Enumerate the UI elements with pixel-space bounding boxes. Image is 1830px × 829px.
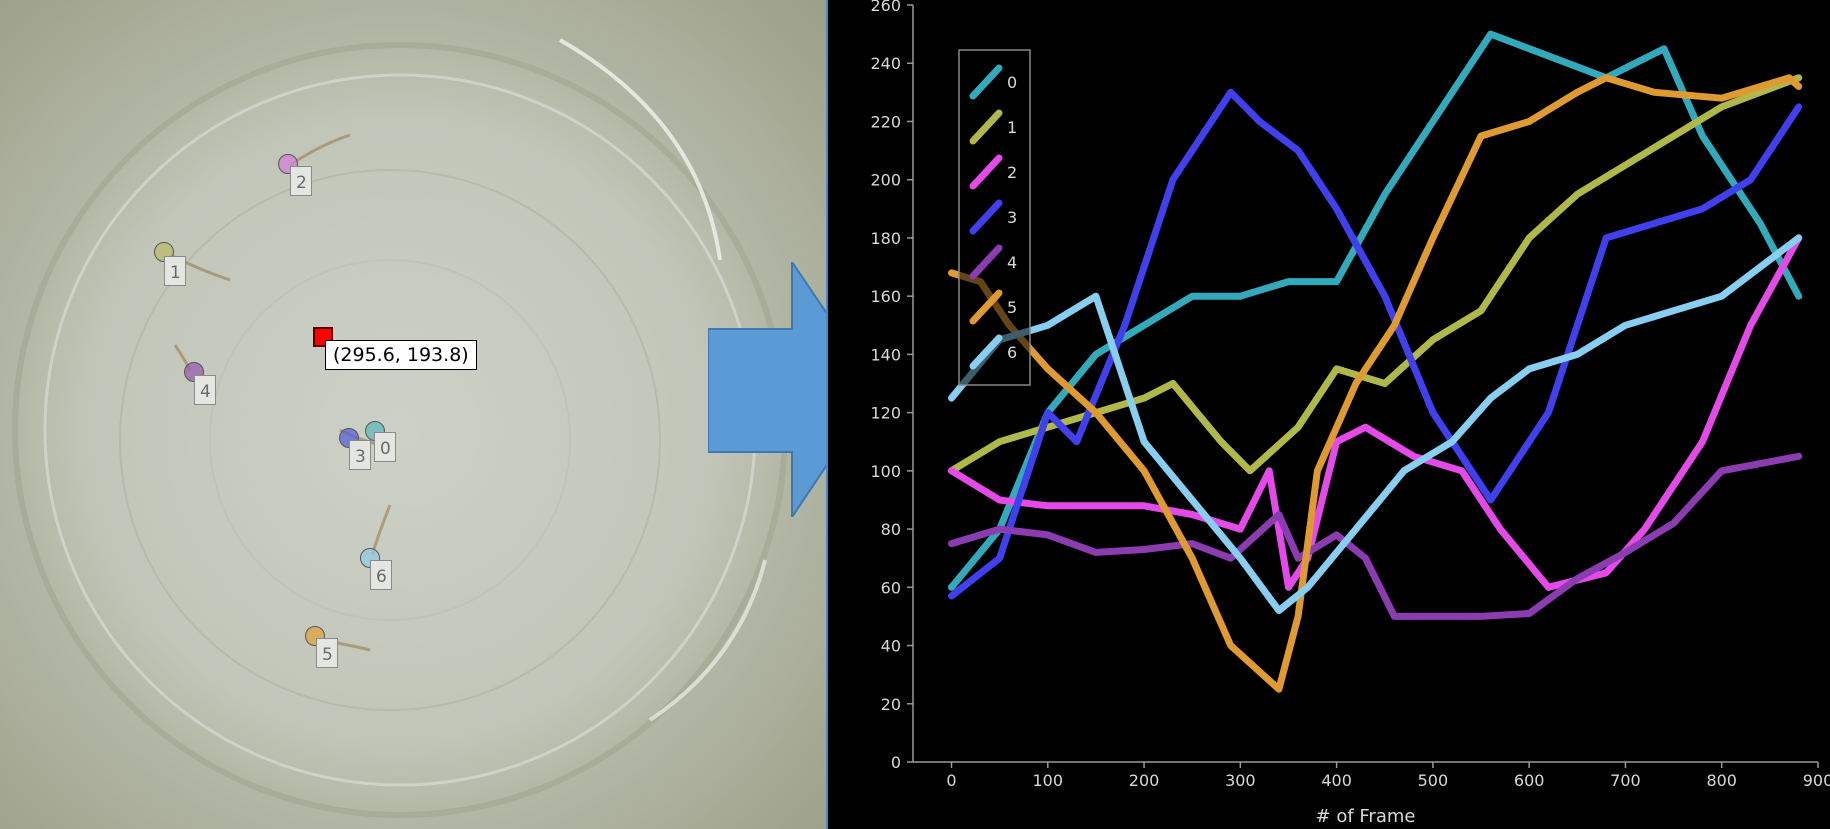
y-tick-label: 120 [870, 404, 901, 423]
x-tick-label: 500 [1418, 771, 1449, 790]
marker-label-0: 0 [374, 432, 396, 462]
y-tick-label: 100 [870, 462, 901, 481]
legend-swatch-2 [969, 154, 1003, 190]
legend-label-4: 4 [1007, 253, 1017, 272]
legend-swatch-4 [969, 244, 1003, 280]
marker-label-5: 5 [316, 638, 338, 668]
x-tick-label: 600 [1514, 771, 1545, 790]
legend-swatch-5 [969, 289, 1003, 325]
series-line-3 [948, 88, 1803, 600]
x-axis-label: # of Frame [1316, 806, 1416, 827]
marker-label-6: 6 [370, 560, 392, 590]
legend-swatch-1 [969, 109, 1003, 145]
y-tick-label: 160 [870, 287, 901, 306]
tracking-video-frame[interactable]: 0 1 2 3 4 5 6 (295.6, 193.8) [0, 0, 828, 829]
y-tick-label: 140 [870, 345, 901, 364]
marker-label-3: 3 [349, 440, 371, 470]
x-tick-label: 800 [1706, 771, 1737, 790]
x-tick-label: 0 [946, 771, 956, 790]
legend-box [958, 49, 1031, 386]
legend-label-5: 5 [1007, 298, 1017, 317]
legend-swatch-3 [969, 199, 1003, 235]
series-line-2 [948, 234, 1803, 591]
y-tick-label: 200 [870, 171, 901, 190]
chart-axes: 0 100 200 300 400 500 600 700 800 900020406080100… [870, 0, 1830, 827]
legend-label-6: 6 [1007, 343, 1017, 362]
legend-label-3: 3 [1007, 208, 1017, 227]
series-line-0 [948, 30, 1803, 591]
marker-label-4: 4 [194, 375, 216, 405]
x-tick-label: 300 [1225, 771, 1256, 790]
x-tick-label: 100 [1033, 771, 1064, 790]
y-tick-label: 240 [870, 54, 901, 73]
series-line-6 [948, 234, 1803, 615]
y-tick-label: 20 [881, 695, 901, 714]
series-line-4 [948, 452, 1803, 620]
x-tick-label: 700 [1610, 771, 1641, 790]
y-tick-label: 0 [891, 753, 901, 772]
trajectory-chart: 0 100 200 300 400 500 600 700 800 900020406080100… [870, 0, 1830, 827]
marker-label-2: 2 [290, 166, 312, 196]
legend-label-2: 2 [1007, 163, 1017, 182]
legend-swatch-6 [969, 334, 1003, 370]
x-tick-label: 900 [1803, 771, 1830, 790]
y-tick-label: 180 [870, 229, 901, 248]
legend-label-1: 1 [1007, 118, 1017, 137]
y-tick-label: 260 [870, 0, 901, 15]
petri-dish-image [0, 0, 828, 829]
x-tick-label: 400 [1321, 771, 1352, 790]
y-tick-label: 220 [870, 112, 901, 131]
marker-label-1: 1 [164, 256, 186, 286]
y-tick-label: 40 [881, 637, 901, 656]
y-tick-label: 80 [881, 520, 901, 539]
series-line-5 [948, 74, 1803, 693]
chart-series-lines [948, 30, 1803, 693]
trajectory-chart-panel: 0 100 200 300 400 500 600 700 800 900 0 20 40 60 80 100… [826, 0, 1830, 829]
chart-legend: 0 1 2 3 4 5 6 [958, 49, 1031, 386]
legend-swatch-0 [969, 64, 1003, 100]
y-tick-label: 60 [881, 578, 901, 597]
coordinate-readout: (295.6, 193.8) [325, 340, 477, 370]
x-tick-label: 200 [1129, 771, 1160, 790]
legend-label-0: 0 [1007, 73, 1017, 92]
